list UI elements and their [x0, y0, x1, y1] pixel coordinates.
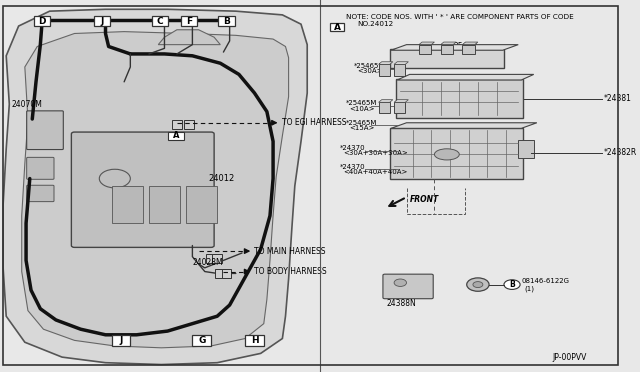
Bar	[441, 45, 453, 54]
Bar	[184, 120, 195, 129]
FancyBboxPatch shape	[390, 49, 504, 68]
Polygon shape	[158, 30, 220, 45]
Bar	[462, 45, 475, 54]
Text: NO.24012: NO.24012	[357, 21, 393, 27]
FancyBboxPatch shape	[112, 335, 131, 346]
Text: <30A>: <30A>	[357, 68, 382, 74]
FancyBboxPatch shape	[245, 335, 264, 346]
Text: *24370: *24370	[340, 164, 365, 170]
FancyBboxPatch shape	[383, 274, 433, 299]
Circle shape	[394, 279, 406, 286]
FancyBboxPatch shape	[218, 16, 235, 26]
Bar	[212, 254, 222, 263]
Polygon shape	[22, 32, 289, 348]
Circle shape	[473, 282, 483, 288]
Ellipse shape	[435, 149, 460, 160]
Text: *25465M: *25465M	[346, 120, 378, 126]
Bar	[186, 186, 217, 223]
Text: 08146-6122G: 08146-6122G	[522, 278, 570, 284]
Text: D: D	[38, 17, 46, 26]
FancyBboxPatch shape	[27, 157, 54, 179]
Text: NOTE: CODE NOS. WITH ' * ' ARE COMPONENT PARTS OF CODE: NOTE: CODE NOS. WITH ' * ' ARE COMPONENT…	[346, 14, 574, 20]
Text: *24370: *24370	[340, 145, 365, 151]
FancyBboxPatch shape	[181, 16, 197, 26]
Bar	[419, 45, 431, 54]
Polygon shape	[391, 123, 537, 128]
Bar	[206, 254, 216, 263]
Text: *25465M: *25465M	[354, 63, 385, 69]
Bar	[112, 186, 143, 223]
Text: B: B	[223, 17, 230, 26]
Text: G: G	[198, 336, 205, 345]
FancyBboxPatch shape	[27, 185, 54, 202]
Text: <40A+40A+40A>: <40A+40A+40A>	[343, 169, 408, 175]
Text: (1): (1)	[524, 285, 534, 292]
Text: J: J	[119, 336, 123, 345]
Bar	[518, 140, 534, 158]
Bar	[379, 102, 390, 113]
Text: 24388N: 24388N	[386, 299, 416, 308]
Text: TO BODY HARNESS: TO BODY HARNESS	[255, 267, 327, 276]
Text: 24012: 24012	[208, 174, 234, 183]
Bar	[394, 64, 405, 76]
Bar	[172, 120, 182, 129]
Polygon shape	[394, 100, 408, 102]
FancyBboxPatch shape	[330, 23, 344, 31]
FancyBboxPatch shape	[390, 128, 523, 179]
Polygon shape	[379, 62, 393, 64]
Polygon shape	[397, 74, 534, 80]
Circle shape	[504, 280, 520, 289]
Bar	[379, 64, 390, 76]
Polygon shape	[462, 42, 478, 45]
Bar	[394, 102, 405, 113]
Polygon shape	[394, 62, 408, 64]
FancyBboxPatch shape	[34, 16, 51, 26]
Text: 24070M: 24070M	[11, 100, 42, 109]
Text: *24381: *24381	[604, 94, 631, 103]
Text: FRONT: FRONT	[410, 195, 439, 203]
Text: H: H	[251, 336, 259, 345]
Text: <10A>: <10A>	[349, 106, 375, 112]
FancyBboxPatch shape	[27, 111, 63, 150]
Text: C: C	[157, 17, 163, 26]
Bar	[221, 269, 232, 278]
Text: J: J	[100, 17, 104, 26]
Polygon shape	[391, 45, 518, 50]
Polygon shape	[419, 42, 435, 45]
Bar	[149, 186, 180, 223]
Text: JP-00PVV: JP-00PVV	[552, 353, 586, 362]
Polygon shape	[379, 100, 393, 102]
FancyBboxPatch shape	[152, 16, 168, 26]
Text: TO MAIN HARNESS: TO MAIN HARNESS	[255, 247, 326, 256]
FancyBboxPatch shape	[396, 79, 523, 118]
Bar	[216, 269, 225, 278]
Text: 25420: 25420	[453, 42, 477, 51]
Text: *24382R: *24382R	[604, 148, 637, 157]
Text: F: F	[186, 17, 193, 26]
Polygon shape	[3, 9, 307, 365]
Text: TO EGI HARNESS: TO EGI HARNESS	[282, 118, 347, 127]
Text: 24028M: 24028M	[193, 258, 223, 267]
FancyBboxPatch shape	[94, 16, 111, 26]
Text: A: A	[333, 23, 340, 32]
Text: A: A	[173, 131, 179, 140]
FancyBboxPatch shape	[72, 132, 214, 247]
Text: <30A+30A+30A>: <30A+30A+30A>	[343, 150, 408, 156]
Text: B: B	[509, 280, 515, 289]
FancyBboxPatch shape	[168, 132, 184, 140]
Circle shape	[467, 278, 489, 291]
Text: *25465M: *25465M	[346, 100, 378, 106]
FancyBboxPatch shape	[193, 335, 211, 346]
Polygon shape	[441, 42, 456, 45]
Text: <15A>: <15A>	[349, 125, 375, 131]
